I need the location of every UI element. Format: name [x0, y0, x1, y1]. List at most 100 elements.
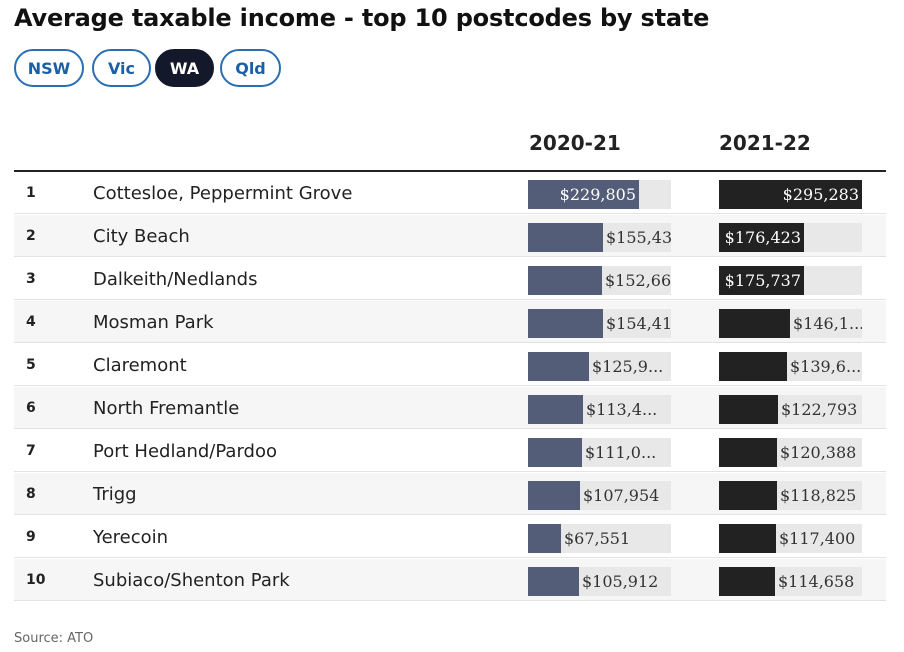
bar-track: $175,737 [719, 266, 862, 295]
value-label: $175,737 [724, 271, 801, 290]
value-label: $154,414 [606, 314, 671, 333]
rank-label: 1 [26, 185, 36, 201]
postcode-name: North Fremantle [93, 397, 240, 419]
bar-2020-21 [528, 180, 639, 209]
bar-2020-21 [528, 438, 582, 467]
value-label: $122,793 [781, 400, 858, 419]
bar-track: $67,551 [528, 524, 671, 553]
tab-nsw[interactable]: NSW [14, 49, 84, 87]
bar-2021-22 [719, 352, 787, 381]
postcode-name: Yerecoin [93, 526, 169, 548]
rank-label: 8 [26, 486, 36, 502]
postcode-name: Port Hedland/Pardoo [93, 440, 277, 462]
row-divider [14, 256, 886, 257]
bar-track: $118,825 [719, 481, 862, 510]
rank-label: 7 [26, 443, 36, 459]
bar-2020-21 [528, 352, 589, 381]
table-row: 3 Dalkeith/Nedlands $152,665 $175,737 [14, 258, 886, 300]
row-divider [14, 385, 886, 386]
bar-track: $117,400 [719, 524, 862, 553]
source-note: Source: ATO [14, 631, 94, 646]
value-label: $176,423 [724, 228, 801, 247]
value-label: $125,9... [592, 357, 664, 376]
value-label: $105,912 [582, 572, 659, 591]
rank-label: 3 [26, 271, 36, 287]
postcode-name: Subiaco/Shenton Park [93, 569, 290, 591]
table-row: 5 Claremont $125,9... $139,6... [14, 344, 886, 386]
value-label: $113,4... [586, 400, 658, 419]
bar-2021-22 [719, 223, 804, 252]
bar-track: $146,1... [719, 309, 862, 338]
bar-2021-22 [719, 266, 804, 295]
bar-track: $295,283 [719, 180, 862, 209]
row-divider [14, 213, 886, 214]
rank-label: 9 [26, 529, 36, 545]
bar-track: $105,912 [528, 567, 671, 596]
bar-track: $114,658 [719, 567, 862, 596]
value-label: $295,283 [782, 185, 859, 204]
value-label: $117,400 [779, 529, 856, 548]
value-label: $107,954 [583, 486, 660, 505]
bar-2021-22 [719, 309, 790, 338]
bar-track: $107,954 [528, 481, 671, 510]
rank-label: 10 [26, 572, 46, 588]
postcode-name: Cottesloe, Peppermint Grove [93, 182, 353, 204]
bar-2020-21 [528, 395, 583, 424]
value-label: $118,825 [780, 486, 857, 505]
bar-2021-22 [719, 395, 778, 424]
value-label: $120,388 [780, 443, 857, 462]
tab-qld[interactable]: Qld [220, 49, 281, 87]
bar-2020-21 [528, 524, 561, 553]
row-divider [14, 471, 886, 472]
table-row: 2 City Beach $155,436 $176,423 [14, 215, 886, 257]
bar-2021-22 [719, 567, 775, 596]
value-label: $114,658 [778, 572, 855, 591]
row-divider [14, 600, 886, 601]
rank-label: 5 [26, 357, 36, 373]
table-row: 7 Port Hedland/Pardoo $111,0... $120,388 [14, 430, 886, 472]
bar-track: $111,0... [528, 438, 671, 467]
value-label: $67,551 [564, 529, 631, 548]
value-label: $155,436 [606, 228, 671, 247]
bar-track: $155,436 [528, 223, 671, 252]
postcode-name: Dalkeith/Nedlands [93, 268, 258, 290]
bar-track: $229,805 [528, 180, 671, 209]
rank-label: 6 [26, 400, 36, 416]
row-divider [14, 299, 886, 300]
tab-wa[interactable]: WA [155, 49, 214, 87]
value-label: $152,665 [605, 271, 671, 290]
chart-title: Average taxable income - top 10 postcode… [14, 4, 710, 32]
postcode-name: City Beach [93, 225, 190, 247]
bar-2020-21 [528, 266, 602, 295]
bar-track: $139,6... [719, 352, 862, 381]
tab-vic[interactable]: Vic [92, 49, 151, 87]
table-row: 9 Yerecoin $67,551 $117,400 [14, 516, 886, 558]
header-divider [14, 170, 886, 172]
row-divider [14, 342, 886, 343]
bar-2020-21 [528, 481, 580, 510]
table-row: 1 Cottesloe, Peppermint Grove $229,805 $295… [14, 172, 886, 214]
bar-2021-22 [719, 524, 776, 553]
bar-track: $113,4... [528, 395, 671, 424]
column-header-2021-22: 2021-22 [719, 131, 811, 155]
table-row: 10 Subiaco/Shenton Park $105,912 $114,658 [14, 559, 886, 601]
bar-2021-22 [719, 180, 862, 209]
bar-2021-22 [719, 481, 777, 510]
postcode-name: Mosman Park [93, 311, 214, 333]
value-label: $139,6... [790, 357, 862, 376]
row-divider [14, 557, 886, 558]
row-divider [14, 514, 886, 515]
row-divider [14, 428, 886, 429]
bar-track: $176,423 [719, 223, 862, 252]
table-row: 6 North Fremantle $113,4... $122,793 [14, 387, 886, 429]
bar-track: $120,388 [719, 438, 862, 467]
postcode-name: Claremont [93, 354, 187, 376]
bar-track: $125,9... [528, 352, 671, 381]
column-header-2020-21: 2020-21 [529, 131, 621, 155]
bar-2020-21 [528, 223, 603, 252]
rank-label: 4 [26, 314, 36, 330]
rank-label: 2 [26, 228, 36, 244]
table-row: 4 Mosman Park $154,414 $146,1... [14, 301, 886, 343]
value-label: $146,1... [793, 314, 862, 333]
bar-track: $122,793 [719, 395, 862, 424]
